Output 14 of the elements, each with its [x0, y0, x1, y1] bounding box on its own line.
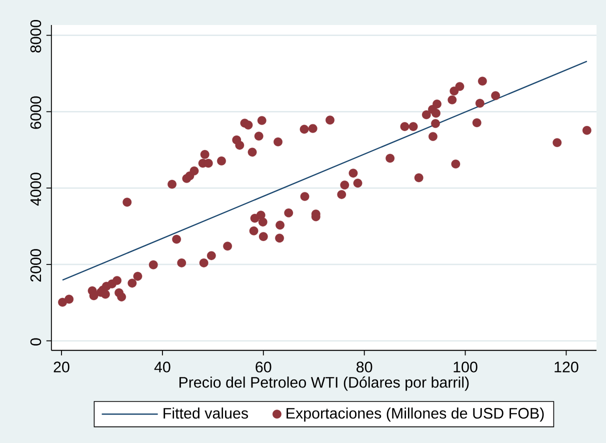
y-tick-label: 6000: [30, 96, 42, 129]
y-tick-label: 2000: [30, 249, 42, 282]
y-tick-label: 8000: [30, 20, 42, 53]
y-tick-label: 0: [30, 338, 42, 346]
y-tick-label: 4000: [30, 172, 42, 206]
x-tick-label: 120: [554, 362, 578, 372]
x-tick-label: 60: [256, 362, 272, 372]
x-tick-label: 80: [356, 362, 372, 372]
x-tick-label: 100: [454, 362, 478, 372]
x-axis-title: Precio del Petroleo WTI (Dólares por barril): [179, 376, 469, 391]
x-tick-label: 40: [154, 362, 170, 372]
x-tick-label: 20: [54, 362, 70, 372]
legend-label: Fitted values: [164, 408, 248, 419]
legend-label: Exportaciones (Millones de USD FOB): [286, 408, 544, 422]
